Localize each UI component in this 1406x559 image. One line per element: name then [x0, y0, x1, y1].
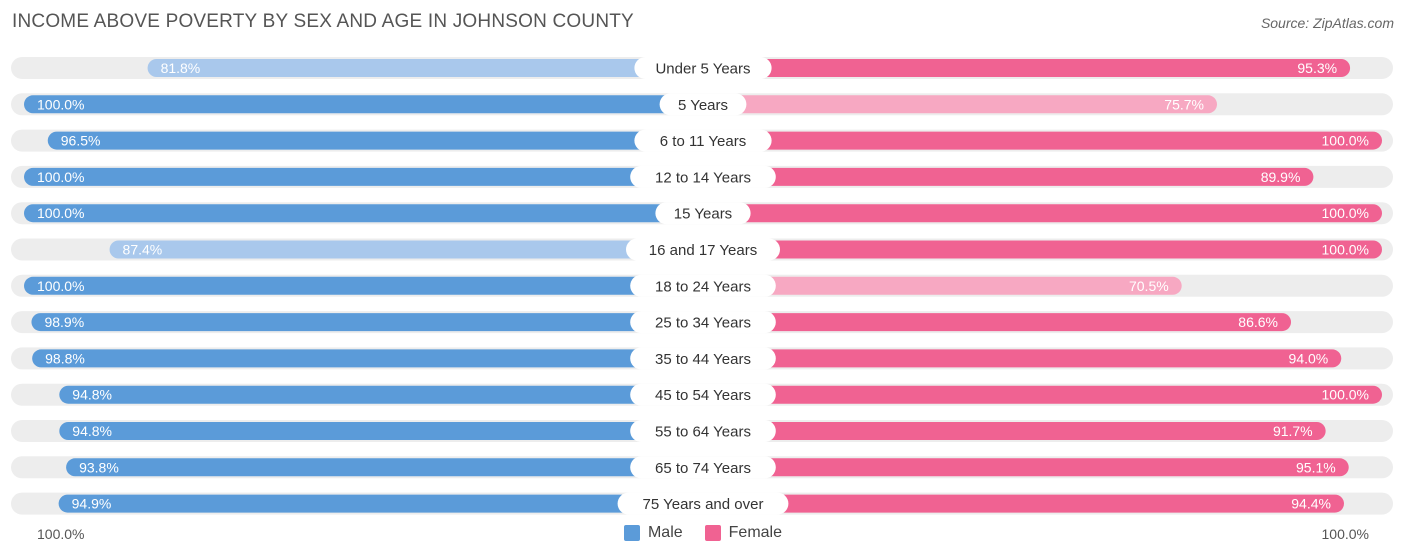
- value-label-female: 70.5%: [1129, 278, 1169, 294]
- bar-female: [703, 59, 1351, 77]
- value-label-female: 100.0%: [1322, 205, 1369, 221]
- bar-female: [703, 240, 1382, 259]
- category-pill: [617, 492, 789, 515]
- category-label: 5 Years: [678, 97, 728, 114]
- bar-female: [703, 458, 1349, 477]
- diverging-bar-chart: 81.8% 95.3% Under 5 Years 100.0% 75.7% 5 Year…: [11, 57, 1393, 515]
- bar-male: [147, 59, 703, 77]
- value-label-female: 95.1%: [1296, 459, 1336, 475]
- bar-female: [703, 385, 1382, 404]
- category-pill: [634, 129, 772, 152]
- category-label: 35 to 44 Years: [655, 351, 751, 368]
- value-label-male: 94.8%: [72, 387, 112, 403]
- bar-female: [703, 95, 1218, 114]
- legend-swatch-female: [704, 525, 721, 541]
- bar-male: [47, 131, 703, 150]
- value-label-female: 100.0%: [1322, 387, 1369, 403]
- value-label-male: 93.8%: [79, 459, 119, 475]
- value-label-female: 86.6%: [1238, 314, 1278, 330]
- value-label-male: 100.0%: [37, 96, 84, 112]
- bar-male: [59, 422, 704, 440]
- category-pill: [634, 57, 772, 79]
- category-pill: [626, 238, 780, 261]
- legend-label-female: Female: [728, 524, 783, 541]
- category-pill: [630, 420, 776, 442]
- category-label: 15 Years: [674, 206, 732, 223]
- category-label: Under 5 Years: [655, 61, 750, 78]
- value-label-male: 94.9%: [72, 496, 112, 512]
- axis-left-label: 100.0%: [37, 526, 85, 542]
- value-label-male: 87.4%: [123, 242, 163, 258]
- value-label-male: 94.8%: [72, 423, 112, 439]
- category-label: 55 to 64 Years: [655, 424, 751, 441]
- bar-female: [703, 204, 1382, 223]
- category-label: 75 Years and over: [643, 496, 764, 513]
- value-label-male: 100.0%: [37, 278, 84, 294]
- value-label-female: 100.0%: [1322, 133, 1369, 149]
- chart-title: INCOME ABOVE POVERTY BY SEX AND AGE IN J…: [12, 11, 634, 32]
- category-pill: [630, 274, 776, 297]
- category-pill: [630, 456, 776, 479]
- category-pill: [659, 93, 747, 116]
- bar-female: [703, 131, 1382, 150]
- value-label-male: 98.8%: [45, 350, 85, 366]
- bar-male: [24, 167, 703, 186]
- category-label: 12 to 14 Years: [655, 169, 751, 186]
- bar-female: [703, 494, 1344, 513]
- category-pill: [630, 311, 776, 334]
- bar-female: [703, 276, 1182, 295]
- category-label: 18 to 24 Years: [655, 278, 751, 295]
- legend-item-male: Male: [623, 524, 683, 542]
- bar-male: [31, 313, 704, 332]
- value-label-female: 75.7%: [1164, 96, 1204, 112]
- category-pill: [630, 165, 776, 188]
- value-label-female: 94.4%: [1291, 496, 1331, 512]
- category-label: 25 to 34 Years: [655, 315, 751, 332]
- bar-male: [24, 95, 703, 114]
- value-label-male: 100.0%: [37, 169, 84, 185]
- value-label-female: 91.7%: [1273, 423, 1313, 439]
- legend: Male Female: [0, 524, 1406, 542]
- source-note: Source: ZipAtlas.com: [1260, 15, 1394, 31]
- legend-label-male: Male: [647, 524, 683, 541]
- bar-male: [32, 349, 703, 368]
- bar-male: [59, 385, 704, 404]
- bar-male: [24, 204, 703, 223]
- legend-swatch-male: [623, 525, 640, 541]
- value-label-female: 95.3%: [1297, 60, 1337, 76]
- category-label: 16 and 17 Years: [649, 242, 757, 259]
- axis-right-label: 100.0%: [1321, 526, 1369, 542]
- value-label-male: 96.5%: [61, 133, 101, 149]
- bar-female: [703, 167, 1314, 186]
- category-label: 45 to 54 Years: [655, 387, 751, 404]
- bar-male: [58, 494, 703, 513]
- category-label: 65 to 74 Years: [655, 460, 751, 477]
- bar-male: [66, 458, 703, 477]
- bar-female: [703, 313, 1292, 332]
- legend-item-female: Female: [704, 524, 783, 542]
- value-label-male: 81.8%: [161, 60, 201, 76]
- value-label-female: 89.9%: [1261, 169, 1301, 185]
- bar-female: [703, 349, 1342, 368]
- bar-male: [24, 276, 703, 295]
- category-pill: [630, 383, 776, 406]
- value-label-female: 94.0%: [1289, 350, 1329, 366]
- category-pill: [630, 347, 776, 370]
- bar-male: [109, 240, 703, 259]
- value-label-female: 100.0%: [1322, 242, 1369, 258]
- value-label-male: 98.9%: [44, 314, 84, 330]
- category-label: 6 to 11 Years: [660, 133, 746, 150]
- category-pill: [655, 202, 751, 225]
- value-label-male: 100.0%: [37, 205, 84, 221]
- bar-female: [703, 422, 1326, 440]
